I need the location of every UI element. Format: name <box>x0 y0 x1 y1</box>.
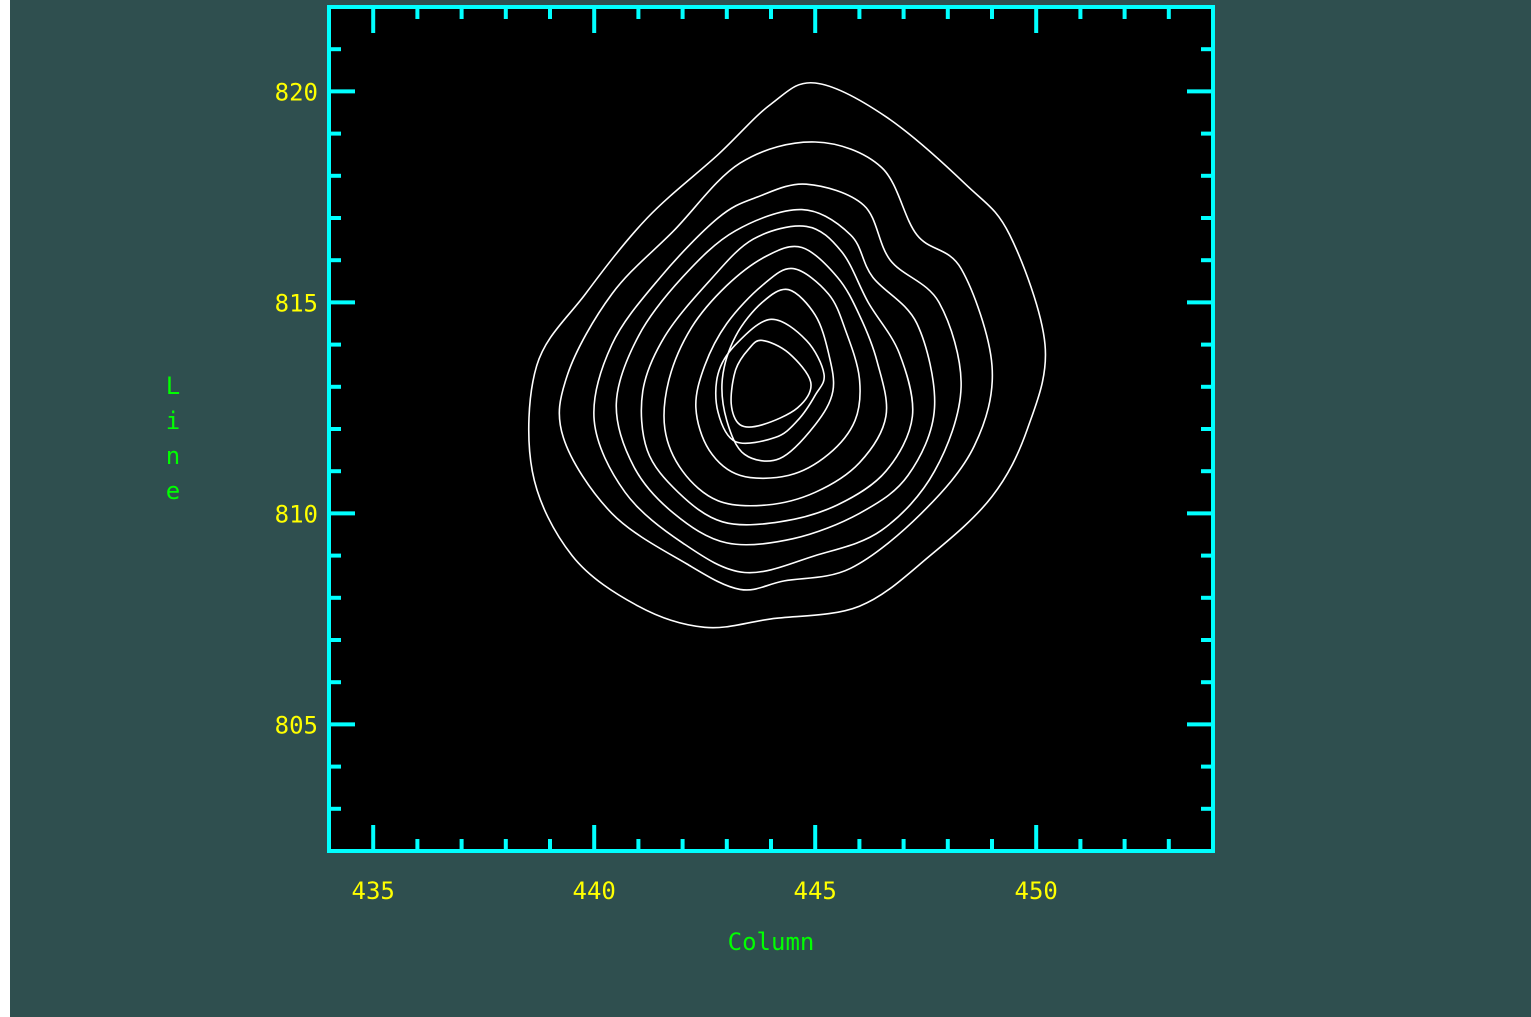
x-tick-label-440: 440 <box>573 877 616 905</box>
contour-line-4 <box>615 208 936 546</box>
contour-line-7 <box>695 267 861 480</box>
y-tick-label-805: 805 <box>275 711 318 739</box>
contour-line-10 <box>730 339 812 428</box>
y-tick-label-810: 810 <box>275 500 318 528</box>
contour-line-1 <box>527 81 1047 629</box>
contour-line-8 <box>721 288 835 462</box>
plot-frame <box>327 5 1215 853</box>
x-tick-label-435: 435 <box>352 877 395 905</box>
y-axis-title-char: e <box>166 477 180 505</box>
contour-layer <box>527 81 1047 629</box>
contour-line-6 <box>663 245 888 507</box>
y-tick-label-815: 815 <box>275 289 318 317</box>
contour-line-5 <box>640 225 914 526</box>
y-tick-labels: 805 810 815 820 <box>275 78 318 739</box>
x-axis-title: Column <box>728 928 815 956</box>
x-tick-label-445: 445 <box>794 877 837 905</box>
contour-line-3 <box>593 183 962 574</box>
contour-line-2 <box>558 141 994 591</box>
x-tick-label-450: 450 <box>1015 877 1058 905</box>
y-axis-title-char: L <box>166 372 180 400</box>
contour-line-9 <box>714 318 826 445</box>
plot-area <box>329 7 1213 851</box>
y-axis-title-char: n <box>166 442 180 470</box>
x-tick-labels: 435 440 445 450 <box>352 877 1058 905</box>
y-tick-label-820: 820 <box>275 78 318 106</box>
y-axis-title-char: i <box>166 407 180 435</box>
